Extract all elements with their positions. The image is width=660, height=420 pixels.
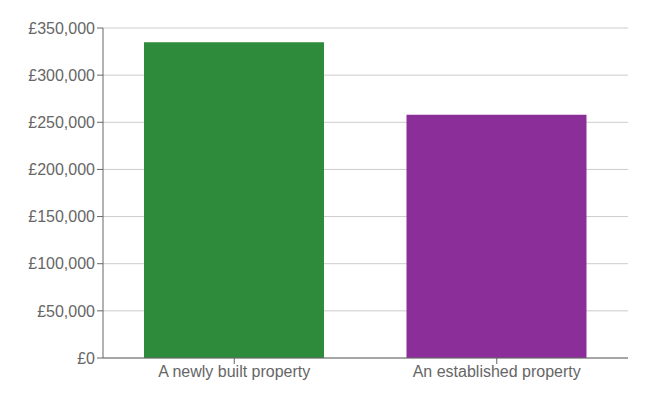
svg-text:A newly built property: A newly built property <box>158 363 310 380</box>
svg-text:£200,000: £200,000 <box>28 161 95 178</box>
svg-text:£50,000: £50,000 <box>37 303 95 320</box>
svg-text:£350,000: £350,000 <box>28 20 95 37</box>
svg-text:£150,000: £150,000 <box>28 208 95 225</box>
svg-text:£0: £0 <box>77 350 95 367</box>
svg-text:An established property: An established property <box>413 363 581 380</box>
svg-text:£300,000: £300,000 <box>28 67 95 84</box>
svg-text:£250,000: £250,000 <box>28 114 95 131</box>
svg-text:£100,000: £100,000 <box>28 255 95 272</box>
